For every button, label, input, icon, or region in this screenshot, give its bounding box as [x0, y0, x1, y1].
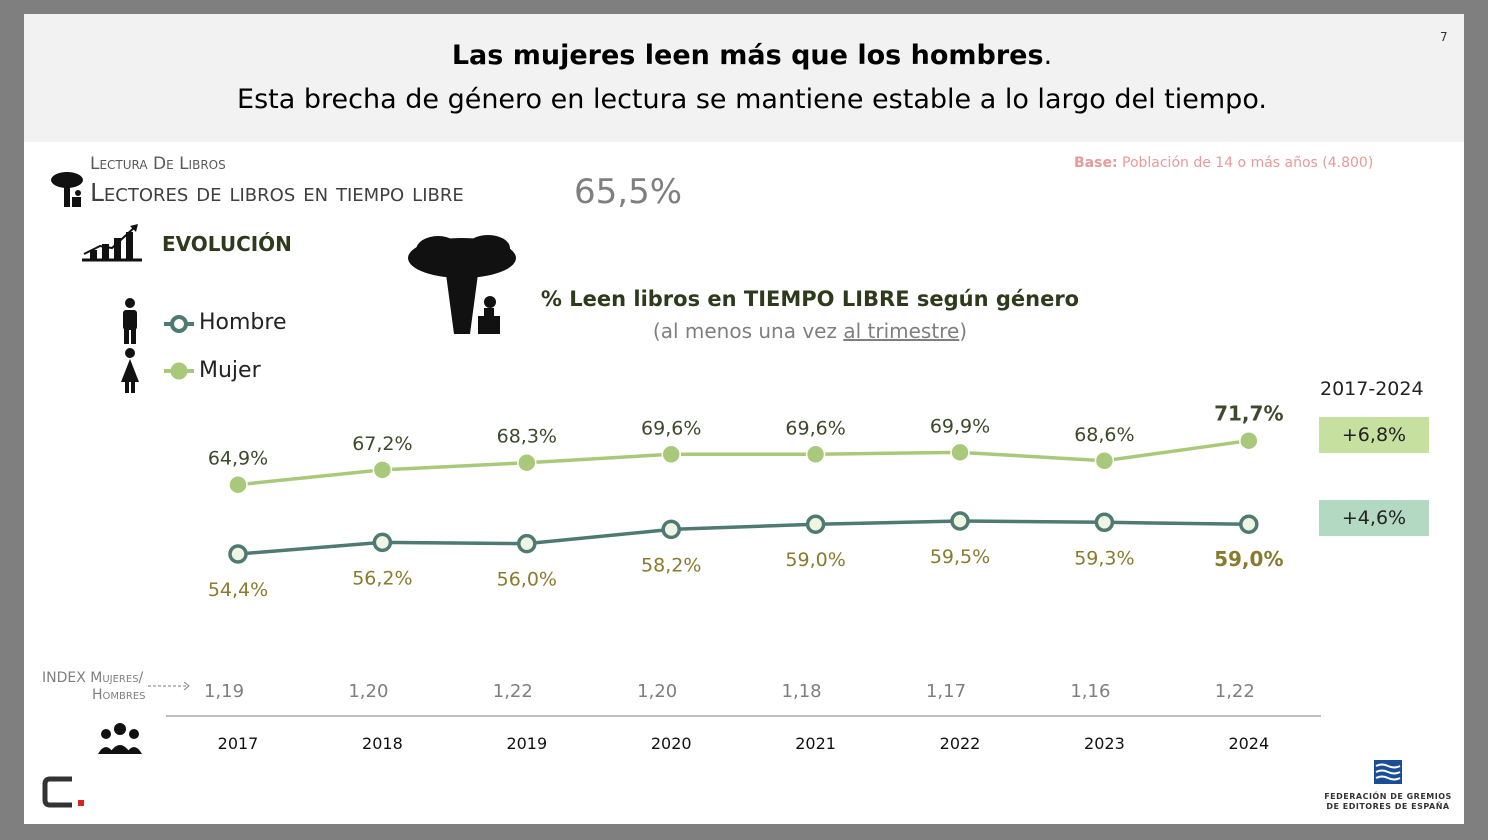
index-value-2017: 1,19 — [204, 681, 244, 702]
x-tick-label-2017: 2017 — [218, 734, 259, 753]
arrow-dashed-icon — [148, 681, 190, 691]
base-note: Base: Población de 14 o más años (4.800) — [1074, 155, 1374, 171]
point-hombre-2021 — [805, 514, 826, 534]
index-label-2: Hombres — [92, 687, 146, 703]
data-label-hombre-2023: 59,3% — [1074, 547, 1134, 569]
point-mujer-2020 — [661, 444, 681, 465]
index-value-2019: 1,22 — [493, 681, 533, 702]
x-tick-label-2023: 2023 — [1084, 734, 1125, 753]
people-group-icon — [98, 723, 142, 754]
index-label: INDEX Mujeres/ — [42, 670, 144, 686]
chart-subtitle: (al menos una vez al trimestre) — [652, 319, 968, 343]
x-tick-label-2018: 2018 — [362, 734, 403, 753]
series-line-mujer — [237, 438, 1250, 487]
page-number: 7 — [1440, 30, 1448, 44]
tree-reader-icon — [408, 235, 516, 334]
point-hombre-2017 — [228, 544, 248, 564]
point-hombre-2019 — [517, 533, 537, 554]
data-label-hombre-2018: 56,2% — [352, 567, 412, 589]
headline-value: 65,5% — [574, 172, 683, 212]
data-label-mujer-2023: 68,6% — [1074, 424, 1134, 446]
index-value-2021: 1,18 — [782, 681, 822, 702]
chart-marks: 64,9% 67,2% 68,3% 69,6% 69,6% 69,9% 68,6% 71,7%… — [204, 402, 1284, 753]
header-band — [24, 14, 1464, 142]
company-logo — [42, 776, 84, 808]
data-label-mujer-2021: 69,6% — [785, 417, 845, 439]
data-label-hombre-2021: 59,0% — [785, 549, 845, 571]
man-icon — [123, 298, 137, 344]
x-tick-label-2022: 2022 — [940, 734, 981, 753]
fge-text-line2: DE EDITORES DE ESPAÑA — [1326, 802, 1450, 811]
point-hombre-2020 — [661, 519, 681, 540]
x-tick-label-2020: 2020 — [651, 734, 692, 753]
index-value-2022: 1,17 — [926, 681, 966, 702]
point-mujer-2024 — [1239, 430, 1259, 451]
series-line-hombre — [237, 519, 1249, 556]
point-hombre-2024 — [1239, 514, 1259, 534]
legend-marker-hombre — [164, 315, 194, 333]
period-label: 2017-2024 — [1320, 378, 1424, 400]
chart-title: % Leen libros en TIEMPO LIBRE según géne… — [540, 287, 1080, 311]
delta-mujer-badge: +6,8% — [1319, 417, 1429, 453]
point-hombre-2023 — [1094, 512, 1115, 533]
data-label-mujer-2018: 67,2% — [352, 433, 412, 455]
point-mujer-2022 — [950, 442, 970, 463]
tree-reader-icon — [51, 172, 83, 207]
decor-icons: 64,9% 67,2% 68,3% 69,6% 69,6% 69,9% 68,6% 71,7%… — [51, 172, 1321, 754]
delta-hombre-badge: +4,6% — [1319, 500, 1429, 536]
x-tick-label-2019: 2019 — [506, 734, 547, 753]
point-hombre-2018 — [372, 532, 393, 553]
x-tick-label-2024: 2024 — [1228, 734, 1269, 753]
data-label-mujer-2024: 71,7% — [1214, 402, 1283, 426]
legend-marker-mujer — [164, 362, 194, 380]
point-mujer-2019 — [517, 452, 537, 473]
growth-chart-icon — [82, 224, 142, 262]
data-label-hombre-2017: 54,4% — [208, 579, 268, 601]
data-label-hombre-2024: 59,0% — [1214, 547, 1283, 571]
page-title: Las mujeres leen más que los hombres. — [451, 40, 1053, 71]
data-label-hombre-2022: 59,5% — [930, 546, 990, 568]
index-value-2018: 1,20 — [348, 681, 388, 702]
index-value-2024: 1,22 — [1215, 681, 1255, 702]
point-mujer-2018 — [372, 460, 393, 480]
point-mujer-2021 — [805, 444, 826, 465]
data-label-mujer-2022: 69,9% — [930, 415, 990, 437]
point-mujer-2017 — [228, 474, 248, 495]
x-tick-label-2021: 2021 — [795, 734, 836, 753]
data-label-hombre-2019: 56,0% — [497, 569, 557, 591]
woman-icon — [121, 348, 139, 393]
legend-label-mujer: Mujer — [199, 358, 261, 383]
slide: Las mujeres leen más que los hombres. Es… — [24, 14, 1464, 824]
fge-logo-icon — [1374, 760, 1402, 784]
index-value-2023: 1,16 — [1070, 681, 1110, 702]
evolution-label: EVOLUCIÓN — [162, 232, 292, 256]
data-label-hombre-2020: 58,2% — [641, 554, 701, 576]
section-kicker: Lectura De Libros — [90, 154, 226, 174]
section-title: Lectores de libros en tiempo libre — [90, 178, 464, 207]
data-label-mujer-2017: 64,9% — [208, 448, 268, 470]
point-hombre-2022 — [950, 511, 970, 531]
fge-text-line1: FEDERACIÓN DE GREMIOS — [1324, 792, 1452, 801]
page-subtitle: Esta brecha de género en lectura se mant… — [237, 84, 1267, 115]
index-value-2020: 1,20 — [637, 681, 677, 702]
point-mujer-2023 — [1094, 451, 1115, 471]
data-label-mujer-2020: 69,6% — [641, 417, 701, 439]
legend-label-hombre: Hombre — [199, 310, 287, 335]
data-label-mujer-2019: 68,3% — [497, 426, 557, 448]
